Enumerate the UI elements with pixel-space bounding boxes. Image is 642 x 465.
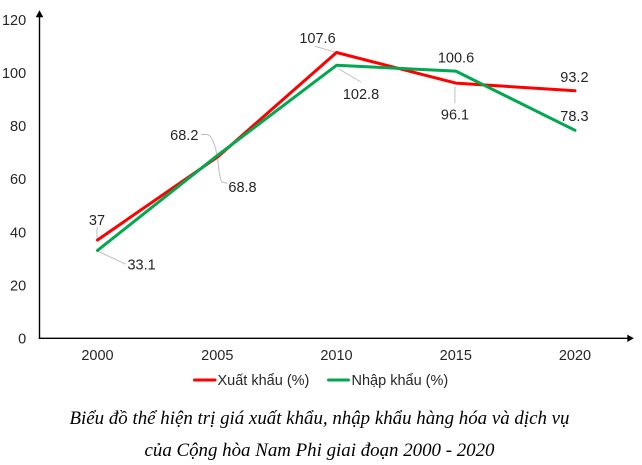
- svg-text:0: 0: [18, 332, 26, 348]
- svg-text:37: 37: [89, 213, 105, 229]
- svg-text:20: 20: [10, 278, 26, 294]
- svg-text:100.6: 100.6: [438, 51, 474, 67]
- svg-text:102.8: 102.8: [343, 87, 379, 103]
- svg-text:120: 120: [2, 13, 26, 29]
- svg-text:Biểu đồ thể hiện trị giá xuất: Biểu đồ thể hiện trị giá xuất khẩu, nhập…: [70, 408, 570, 429]
- svg-text:40: 40: [10, 225, 26, 241]
- svg-text:Xuất khẩu (%): Xuất khẩu (%): [218, 373, 310, 389]
- svg-text:107.6: 107.6: [299, 31, 335, 47]
- svg-text:33.1: 33.1: [127, 258, 155, 274]
- svg-text:2010: 2010: [320, 348, 352, 364]
- svg-text:96.1: 96.1: [441, 107, 469, 123]
- svg-text:100: 100: [2, 66, 26, 82]
- svg-text:của Cộng hòa Nam Phi giai đoạn: của Cộng hòa Nam Phi giai đoạn 2000 - 20…: [145, 440, 496, 461]
- svg-text:2005: 2005: [201, 348, 233, 364]
- svg-text:2015: 2015: [440, 348, 472, 364]
- svg-text:2000: 2000: [81, 348, 113, 364]
- svg-text:Nhập khẩu (%): Nhập khẩu (%): [352, 373, 449, 389]
- svg-text:80: 80: [10, 119, 26, 135]
- svg-text:78.3: 78.3: [560, 109, 588, 125]
- svg-text:60: 60: [10, 172, 26, 188]
- svg-text:2020: 2020: [559, 348, 591, 364]
- svg-text:68.8: 68.8: [228, 180, 256, 196]
- svg-text:68.2: 68.2: [170, 128, 198, 144]
- svg-text:93.2: 93.2: [560, 70, 588, 86]
